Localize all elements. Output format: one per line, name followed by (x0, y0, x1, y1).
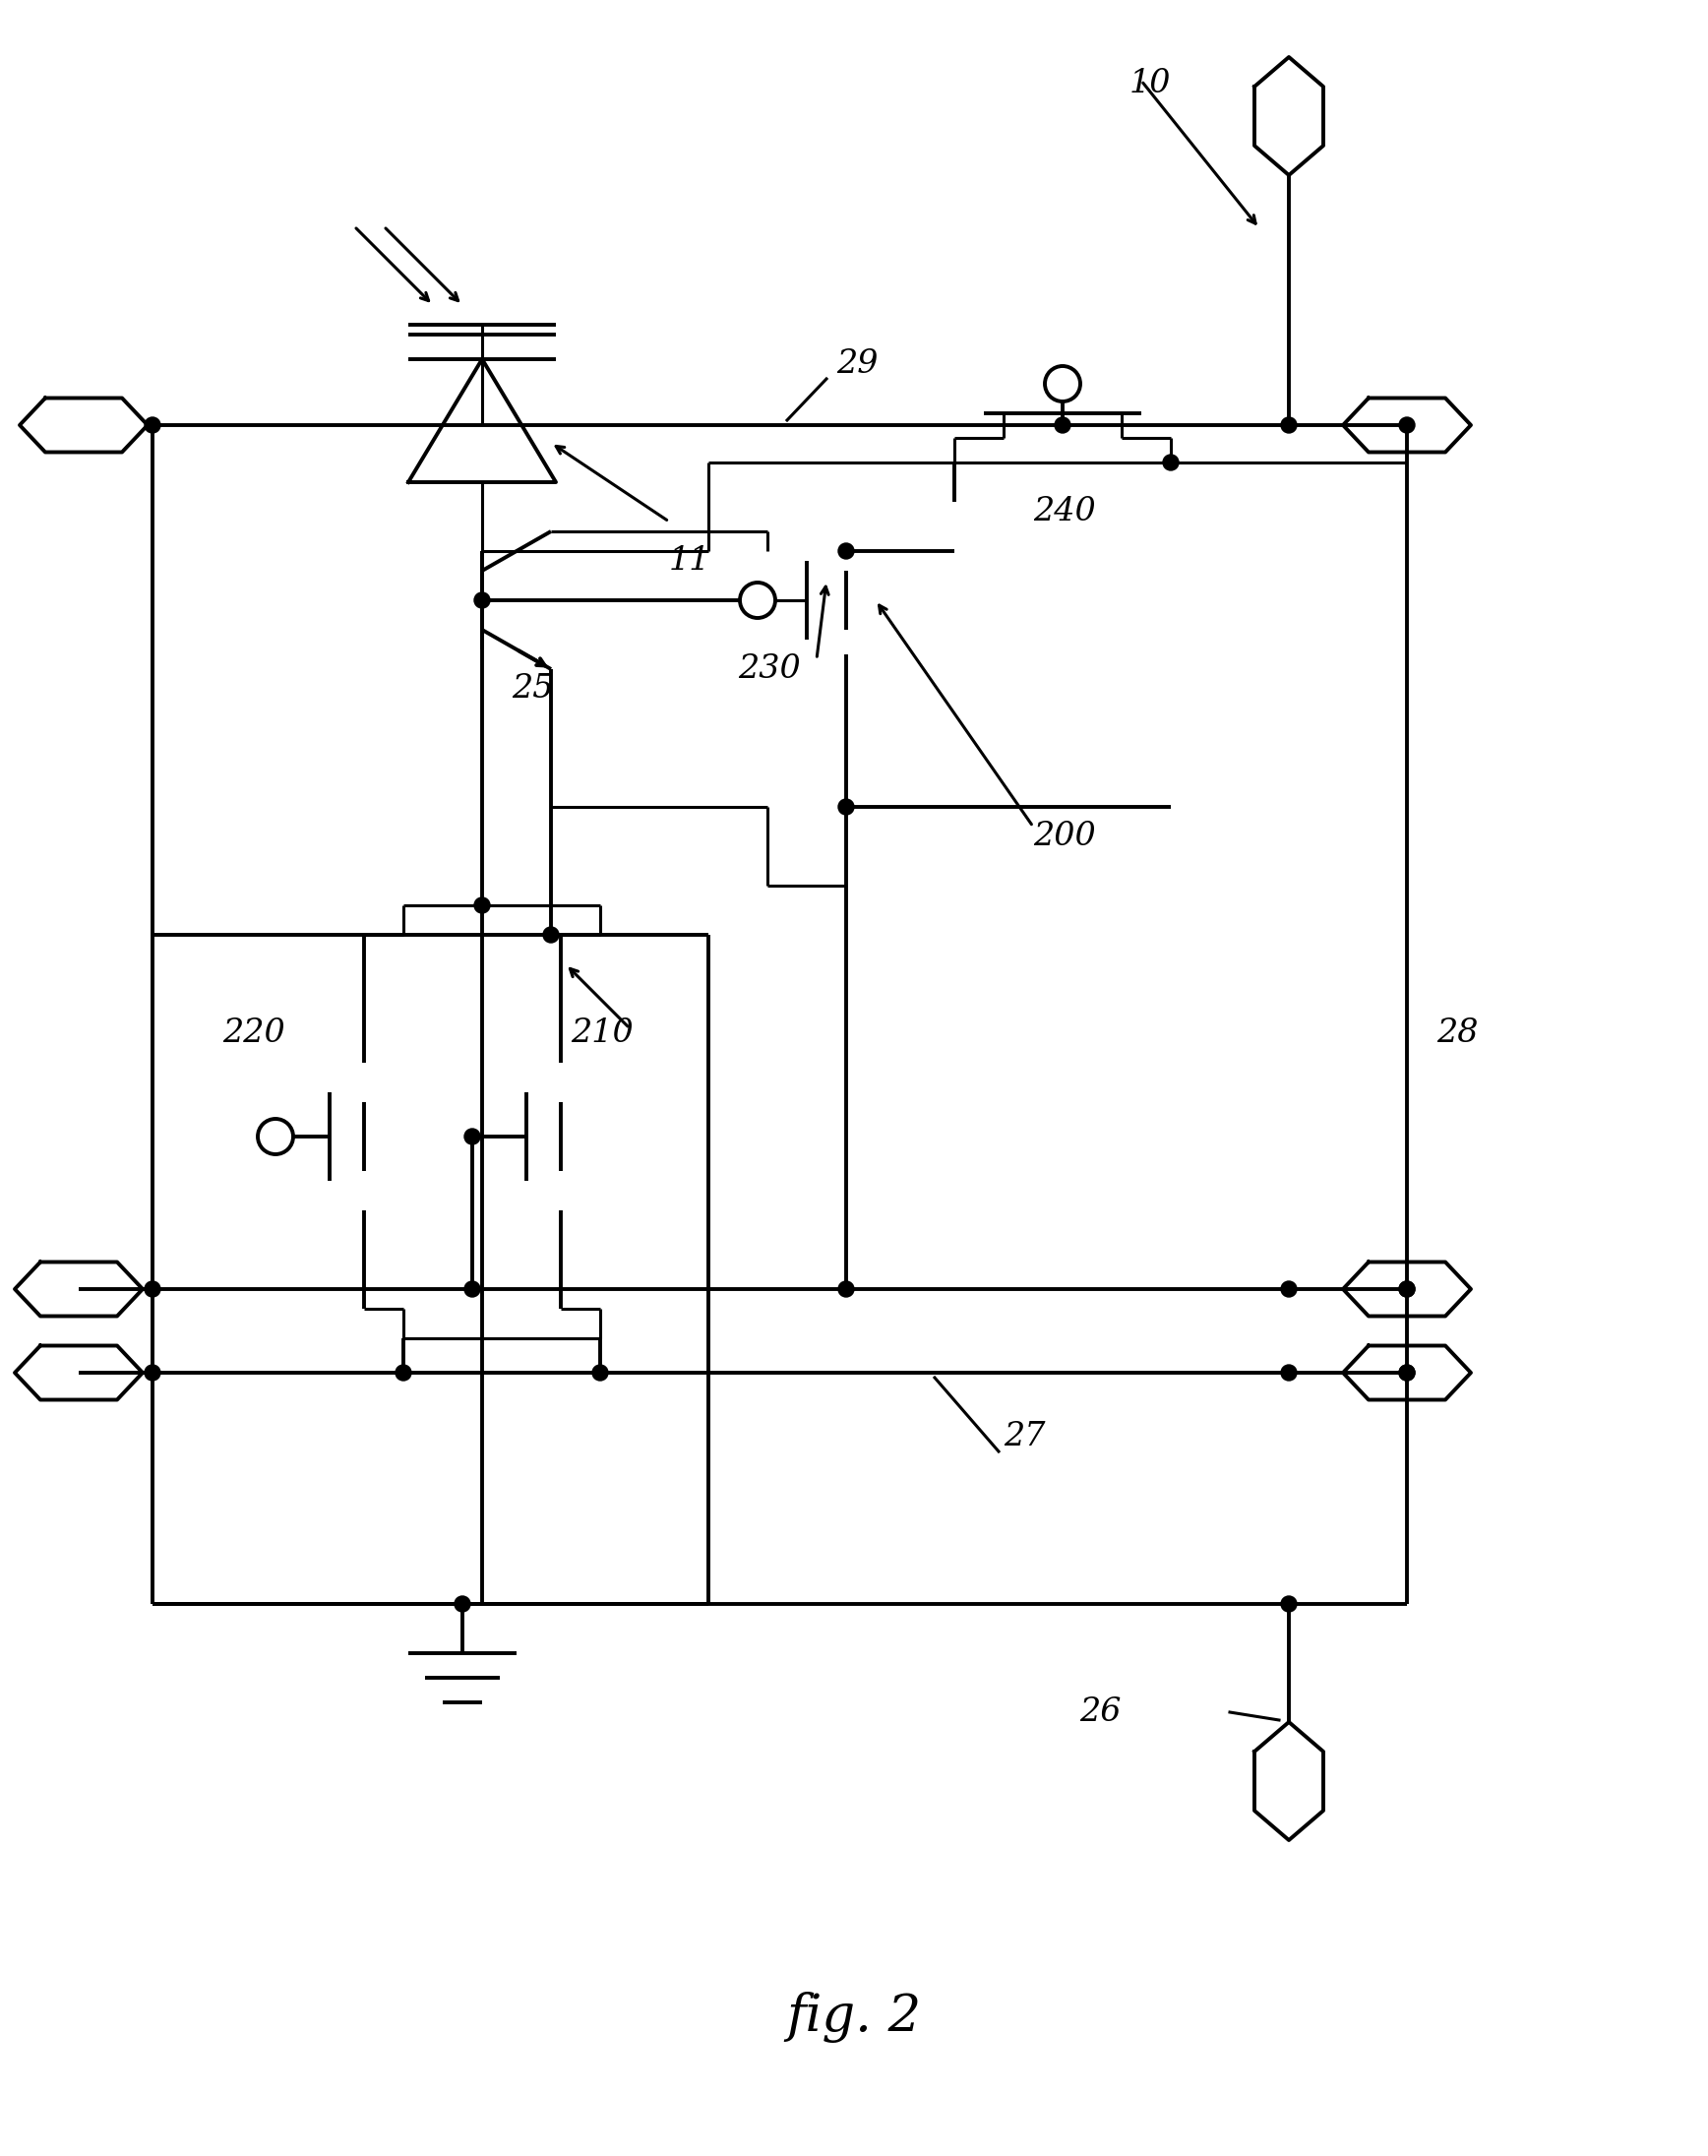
Circle shape (1281, 418, 1296, 433)
Text: 240: 240 (1033, 496, 1097, 528)
Circle shape (396, 1365, 412, 1380)
Circle shape (465, 1130, 480, 1145)
Text: 26: 26 (1079, 1697, 1122, 1727)
Circle shape (1056, 418, 1071, 433)
Circle shape (475, 897, 490, 914)
Text: 220: 220 (222, 1018, 285, 1050)
Text: 27: 27 (1004, 1421, 1045, 1453)
Text: 29: 29 (837, 349, 878, 379)
Text: 10: 10 (1129, 67, 1170, 99)
Circle shape (145, 1281, 161, 1298)
Text: 210: 210 (570, 1018, 634, 1050)
Text: 28: 28 (1436, 1018, 1477, 1050)
Circle shape (454, 1595, 470, 1613)
Text: fig. 2: fig. 2 (787, 1992, 921, 2044)
Circle shape (740, 582, 775, 619)
Circle shape (543, 927, 559, 942)
Circle shape (1281, 1365, 1296, 1380)
Circle shape (1163, 455, 1179, 470)
Text: 230: 230 (738, 653, 801, 686)
Circle shape (145, 418, 161, 433)
Circle shape (1399, 1281, 1414, 1298)
Circle shape (1399, 1281, 1414, 1298)
Circle shape (465, 1281, 480, 1298)
Circle shape (475, 593, 490, 608)
Text: 200: 200 (1033, 821, 1097, 852)
Circle shape (1281, 1281, 1296, 1298)
Circle shape (839, 800, 854, 815)
Text: 25: 25 (512, 673, 553, 705)
Circle shape (145, 1365, 161, 1380)
Circle shape (1399, 1365, 1414, 1380)
Circle shape (1045, 367, 1079, 401)
Circle shape (1399, 418, 1414, 433)
Circle shape (593, 1365, 608, 1380)
Text: 11: 11 (670, 545, 711, 576)
Circle shape (839, 1281, 854, 1298)
Circle shape (258, 1119, 294, 1153)
Circle shape (1281, 1595, 1296, 1613)
Circle shape (1399, 1365, 1414, 1380)
Circle shape (839, 543, 854, 558)
